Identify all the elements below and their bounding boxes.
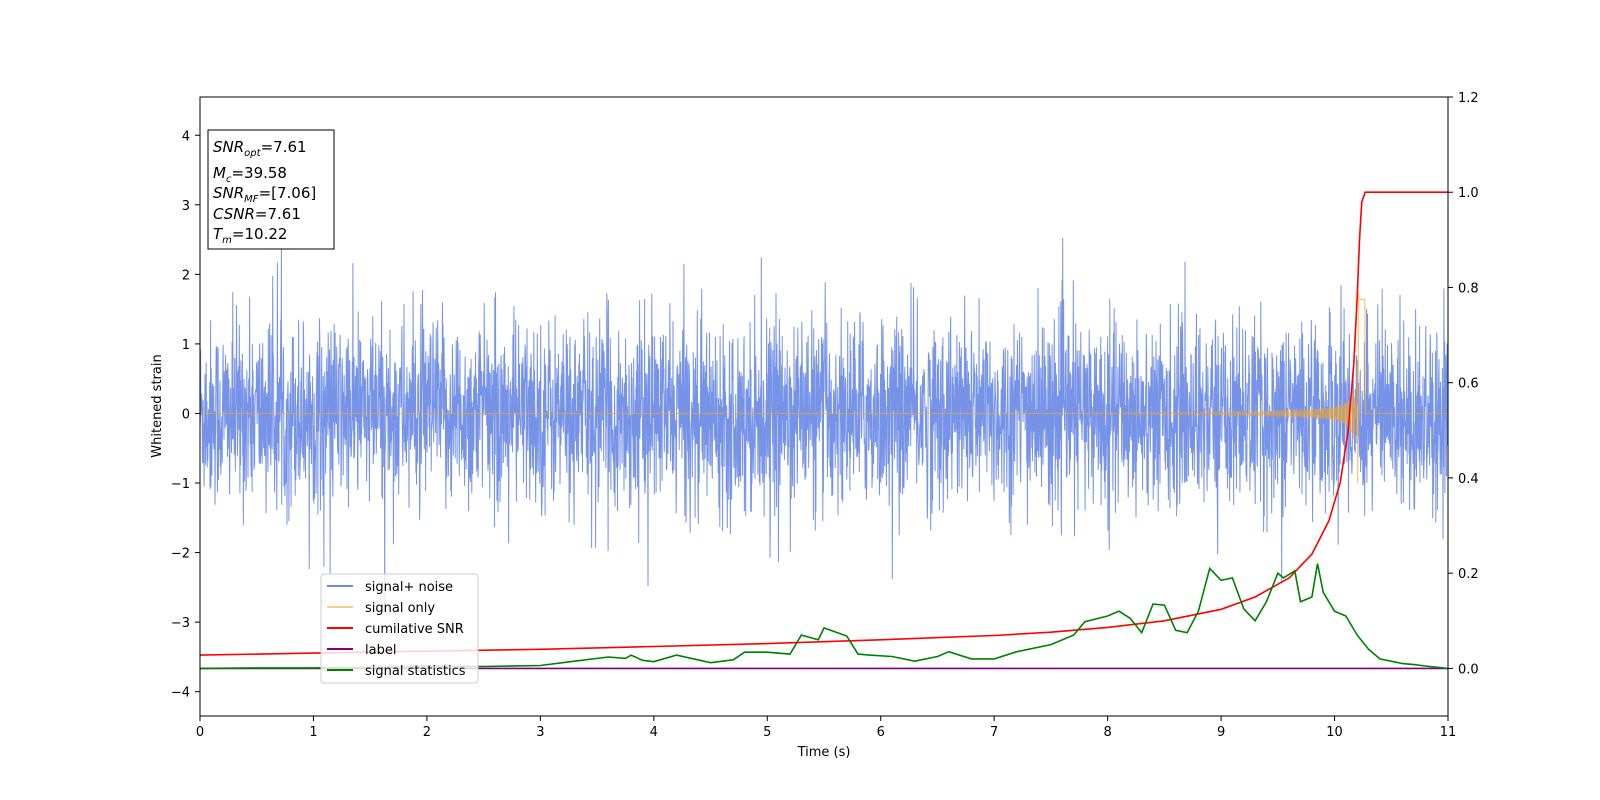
x-tick-label: 5 xyxy=(763,725,771,740)
y-tick-label: 2 xyxy=(182,268,190,283)
axis-ticks: 0 1 2 3 4 5 6 7 8 9 10 11 −4 −3 −2 −1 0 1 2 3 4 0.0 0.2 0.4 0.6 0… xyxy=(171,91,1479,740)
y-tick-label: 3 xyxy=(182,199,190,214)
y2-tick-label: 0.8 xyxy=(1458,281,1479,296)
legend-label-label: label xyxy=(365,643,396,658)
series-cumulative-snr xyxy=(200,191,1448,656)
legend-frame xyxy=(320,573,479,684)
y-tick-label: 1 xyxy=(182,338,190,353)
x-tick-label: 8 xyxy=(1103,725,1111,740)
legend-label-cumulative-snr: cumilative SNR xyxy=(365,622,464,637)
x-tick-label: 0 xyxy=(196,725,204,740)
y2-tick-label: 0.0 xyxy=(1458,662,1479,677)
x-tick-label: 9 xyxy=(1217,725,1225,740)
y2-tick-label: 0.2 xyxy=(1458,567,1479,582)
y-tick-label: −1 xyxy=(171,477,190,492)
legend-label-signal-noise: signal+ noise xyxy=(365,580,453,595)
x-tick-label: 7 xyxy=(990,725,998,740)
y2-tick-label: 1.2 xyxy=(1458,91,1479,106)
series-signal-only xyxy=(200,291,1448,484)
y-tick-label: 4 xyxy=(182,129,190,144)
annotation-snr-mf: SNRMF=[7.06] xyxy=(213,184,316,205)
y2-tick-label: 1.0 xyxy=(1458,186,1479,201)
legend-label-signal-statistics: signal statistics xyxy=(365,664,466,679)
annotation-mc: Mc=39.58 xyxy=(213,164,287,185)
x-tick-label: 6 xyxy=(877,725,885,740)
y-tick-label: −3 xyxy=(171,616,190,631)
x-axis-label: Time (s) xyxy=(797,745,851,760)
axes-frame xyxy=(199,96,1449,717)
y-tick-label: −2 xyxy=(171,547,190,562)
y-axis-label: Whitened strain xyxy=(150,354,165,457)
y-tick-label: 0 xyxy=(182,407,190,422)
x-tick-label: 10 xyxy=(1326,725,1343,740)
x-tick-label: 3 xyxy=(536,725,544,740)
x-tick-label: 2 xyxy=(423,725,431,740)
series-signal-noise xyxy=(200,237,1448,612)
y2-tick-label: 0.4 xyxy=(1458,472,1479,487)
annotation-tm: Tm=10.22 xyxy=(213,225,287,246)
legend: signal+ noise signal only cumilative SNR… xyxy=(320,573,479,684)
x-tick-label: 1 xyxy=(309,725,317,740)
annotation-csnr: CSNR=7.61 xyxy=(213,205,301,223)
annotation-box: SNRopt=7.61 Mc=39.58 SNRMF=[7.06] CSNR=7… xyxy=(207,129,335,250)
annotation-frame xyxy=(207,129,335,250)
x-tick-label: 4 xyxy=(650,725,658,740)
series-signal-statistics xyxy=(200,563,1448,670)
y2-tick-label: 0.6 xyxy=(1458,377,1479,392)
x-tick-label: 11 xyxy=(1440,725,1457,740)
annotation-snr-opt: SNRopt=7.61 xyxy=(213,138,307,159)
legend-label-signal-only: signal only xyxy=(365,601,435,616)
y-tick-label: −4 xyxy=(171,686,190,701)
